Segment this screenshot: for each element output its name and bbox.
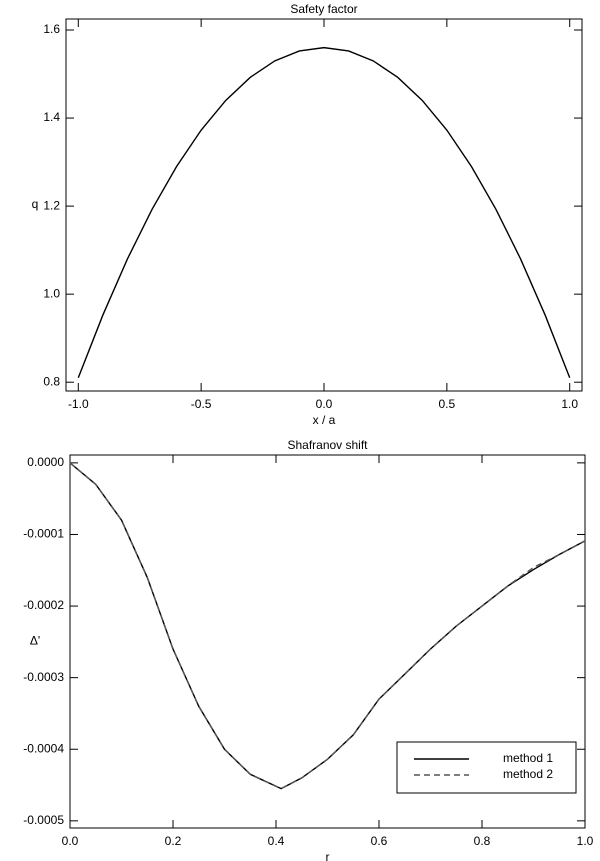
x-tick-label: 0.5 (439, 397, 456, 411)
y-tick-label: -0.0001 (23, 527, 64, 541)
legend-label: method 1 (503, 751, 553, 765)
y-axis-label: Δ' (30, 634, 40, 648)
y-axis-label: q (32, 197, 39, 211)
x-tick-label: 0.0 (316, 397, 333, 411)
legend-label: method 2 (503, 767, 553, 781)
x-tick-label: 0.6 (371, 834, 388, 848)
y-tick-label: 1.4 (43, 110, 60, 124)
chart-title: Shafranov shift (287, 438, 368, 452)
y-tick-label: 1.2 (43, 198, 60, 212)
data-line (69, 462, 586, 790)
x-tick-label: 1.0 (561, 397, 578, 411)
x-axis-label: r (326, 850, 330, 861)
y-tick-label: 1.0 (43, 286, 60, 300)
x-tick-label: -1.0 (68, 397, 89, 411)
y-tick-label: 0.0000 (27, 455, 64, 469)
x-axis-label: x / a (313, 413, 336, 427)
y-tick-label: -0.0004 (23, 741, 64, 755)
plot-frame (65, 18, 583, 392)
x-tick-label: 0.0 (62, 834, 79, 848)
data-line (69, 462, 586, 790)
data-line (77, 46, 571, 379)
legend-box (396, 741, 577, 794)
y-tick-label: -0.0002 (23, 598, 64, 612)
chart-title: Safety factor (290, 2, 357, 16)
y-tick-label: -0.0003 (23, 670, 64, 684)
y-tick-label: 0.8 (43, 374, 60, 388)
x-tick-label: -0.5 (191, 397, 212, 411)
x-tick-label: 0.4 (268, 834, 285, 848)
x-tick-label: 1.0 (577, 834, 594, 848)
x-tick-label: 0.2 (165, 834, 182, 848)
y-tick-label: -0.0005 (23, 813, 64, 827)
x-tick-label: 0.8 (474, 834, 491, 848)
y-tick-label: 1.6 (43, 22, 60, 36)
plot-frame (69, 454, 586, 829)
